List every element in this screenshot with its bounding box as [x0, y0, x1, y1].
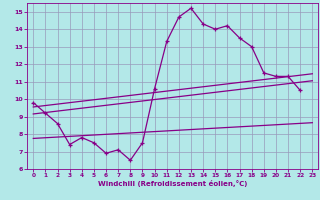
X-axis label: Windchill (Refroidissement éolien,°C): Windchill (Refroidissement éolien,°C)	[98, 180, 247, 187]
